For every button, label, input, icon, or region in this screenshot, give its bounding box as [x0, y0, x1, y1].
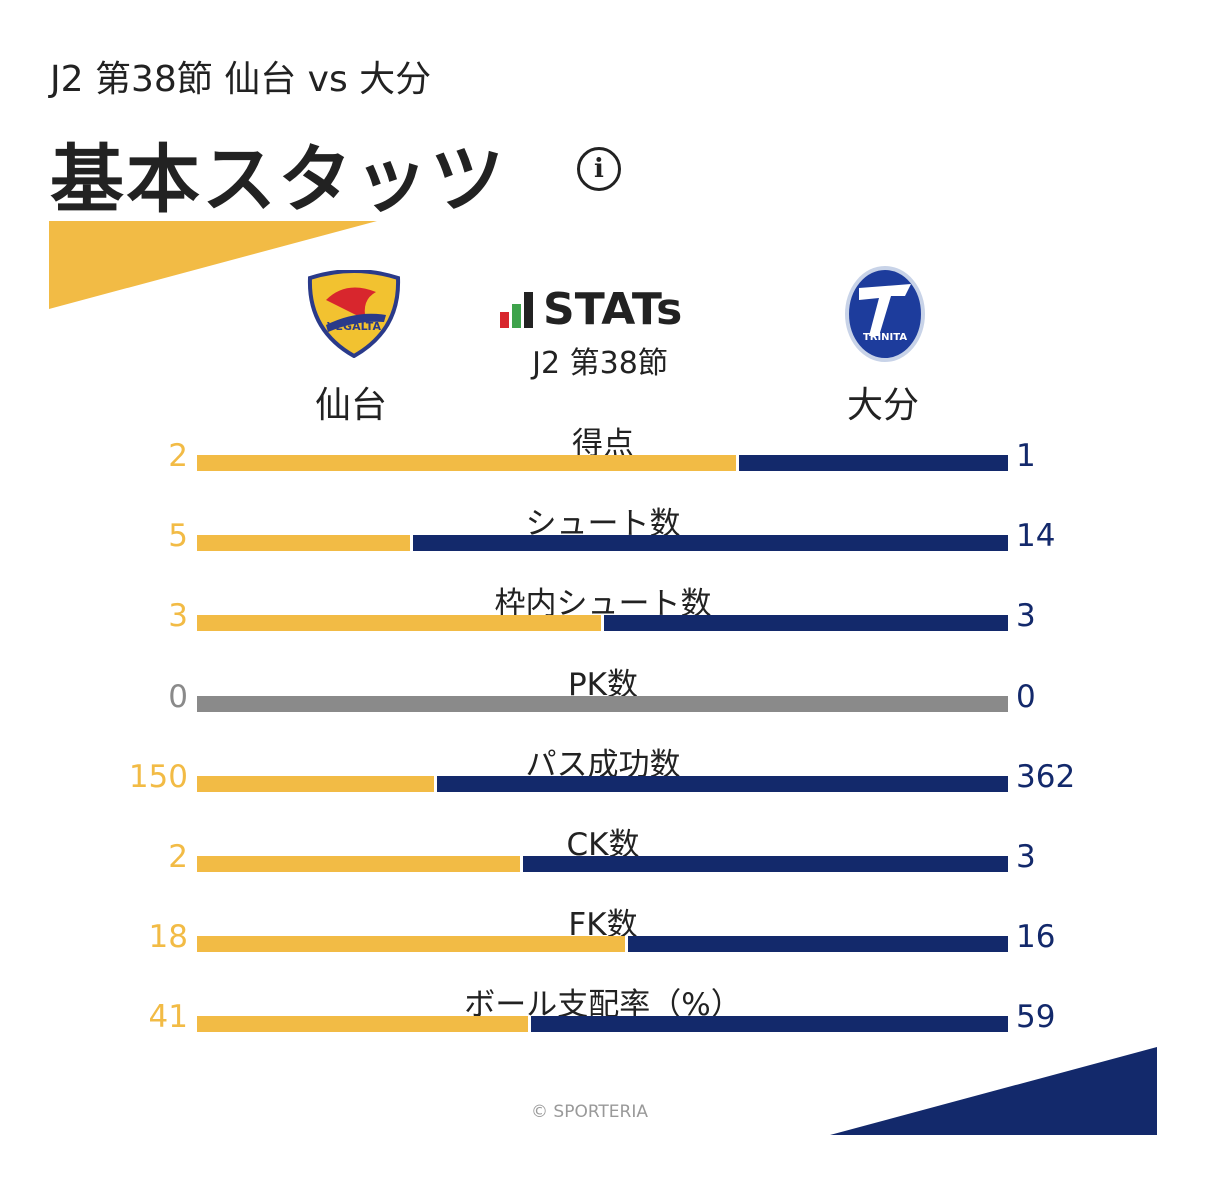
stat-row: FK数 18 16 — [0, 899, 1206, 979]
trinita-logo: TRINITA — [845, 266, 925, 362]
home-bar — [197, 535, 410, 552]
away-value: 362 — [1016, 758, 1076, 795]
stat-bar-track — [197, 535, 1008, 552]
home-value: 5 — [168, 518, 188, 555]
away-value: 0 — [1016, 678, 1036, 715]
stat-row: PK数 0 0 — [0, 659, 1206, 739]
away-value: 59 — [1016, 999, 1056, 1036]
stat-bar-track — [197, 856, 1008, 872]
stats-brand: STATs — [500, 284, 682, 335]
away-bar — [738, 455, 1008, 471]
stats-bars-icon — [500, 291, 533, 328]
away-bar — [523, 856, 1008, 872]
stat-row: 得点 2 1 — [0, 418, 1206, 498]
home-bar — [197, 455, 736, 471]
copyright: © SPORTERIA — [531, 1102, 648, 1122]
stat-bar-track — [197, 455, 1008, 471]
stat-bar-track — [197, 615, 1008, 632]
home-bar — [197, 856, 521, 872]
yellow-accent-triangle — [49, 221, 377, 309]
stat-bar-track — [197, 1016, 1008, 1033]
stat-row: シュート数 5 14 — [0, 498, 1206, 578]
home-bar — [197, 615, 601, 632]
home-value: 3 — [168, 598, 188, 635]
away-value: 14 — [1016, 518, 1056, 555]
home-value: 41 — [148, 999, 188, 1036]
stat-bar-track — [197, 695, 1008, 712]
page-title: 基本スタッツ — [50, 137, 506, 223]
home-value: 2 — [168, 839, 188, 875]
away-value: 1 — [1016, 438, 1036, 474]
away-bar — [604, 615, 1008, 632]
away-value: 16 — [1016, 919, 1056, 956]
neutral-bar — [197, 695, 1008, 712]
vegalta-logo-text: VEGALTA — [327, 320, 381, 333]
home-bar — [197, 936, 625, 953]
home-value: 2 — [168, 438, 188, 474]
home-bar — [197, 1016, 529, 1033]
home-value: 0 — [168, 678, 188, 715]
away-bar — [627, 936, 1008, 953]
match-subtitle: J2 第38節 仙台 vs 大分 — [50, 59, 432, 100]
round-label: J2 第38節 — [532, 346, 668, 381]
home-team-name: 仙台 — [314, 385, 387, 426]
navy-accent-triangle — [830, 1047, 1157, 1135]
home-bar — [197, 775, 434, 792]
stat-row: ボール支配率（%） 41 59 — [0, 979, 1206, 1059]
stat-bar-track — [197, 775, 1008, 792]
away-value: 3 — [1016, 839, 1036, 875]
away-bar — [436, 775, 1008, 792]
home-value: 150 — [128, 758, 188, 795]
away-value: 3 — [1016, 598, 1036, 635]
stat-row: パス成功数 150 362 — [0, 739, 1206, 819]
home-value: 18 — [148, 919, 188, 956]
away-bar — [531, 1016, 1008, 1033]
vegalta-logo: VEGALTA — [307, 270, 401, 358]
stat-row: CK数 2 3 — [0, 819, 1206, 899]
away-team-name: 大分 — [846, 385, 919, 426]
stat-row: 枠内シュート数 3 3 — [0, 578, 1206, 658]
brand-name: STATs — [543, 284, 683, 335]
stat-bar-track — [197, 936, 1008, 953]
away-bar — [412, 535, 1008, 552]
info-icon[interactable]: i — [577, 147, 621, 191]
trinita-logo-text: TRINITA — [863, 332, 907, 343]
